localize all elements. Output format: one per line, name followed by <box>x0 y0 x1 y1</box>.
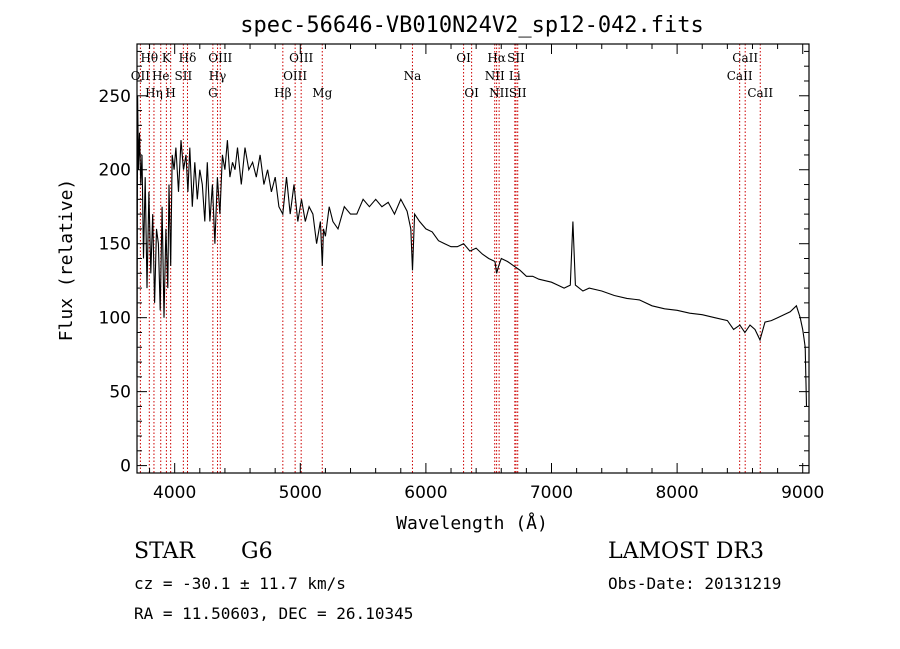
line-label: He <box>152 69 170 83</box>
object-class: STAR <box>134 539 195 564</box>
line-label: Hα <box>487 51 506 65</box>
spectrum-line <box>136 95 808 407</box>
line-label: Hη <box>145 86 163 100</box>
line-labels: OII Hθ He Hη K H SII Hδ OIII Hγ G Hβ OIII OIII Mg Na OI O… <box>131 51 774 100</box>
y-axis-ticks: 0 50 100 150 200 250 <box>99 50 809 477</box>
line-label: SII <box>174 69 192 83</box>
line-label: G <box>208 86 218 100</box>
line-markers <box>139 44 761 473</box>
line-label: Li <box>509 69 521 83</box>
line-label: NII <box>489 86 509 100</box>
y-tick-label: 100 <box>99 309 131 329</box>
line-label: K <box>162 51 172 65</box>
obs-date: Obs-Date: 20131219 <box>608 574 782 593</box>
y-tick-label: 0 <box>120 457 131 477</box>
line-label: OIII <box>283 69 307 83</box>
x-tick-label: 9000 <box>781 483 824 503</box>
x-tick-label: 7000 <box>530 483 573 503</box>
line-label: CaII <box>732 51 758 65</box>
redshift-text: cz = -30.1 ± 11.7 km/s <box>134 574 346 593</box>
y-tick-label: 150 <box>99 235 131 255</box>
line-label: Hθ <box>140 51 158 65</box>
object-subclass: G6 <box>241 539 273 564</box>
line-label: CaII <box>727 69 753 83</box>
line-label: Na <box>404 69 422 83</box>
x-axis-ticks: 4000 5000 6000 7000 8000 9000 <box>149 44 824 503</box>
y-tick-label: 50 <box>109 383 131 403</box>
line-label: OII <box>131 69 151 83</box>
line-label: Hβ <box>274 86 291 100</box>
line-label: OIII <box>289 51 313 65</box>
y-axis-label: Flux (relative) <box>56 179 77 342</box>
x-axis-label: Wavelength (Å) <box>396 512 548 534</box>
x-tick-label: 5000 <box>279 483 322 503</box>
chart-title: spec-56646-VB010N24V2_sp12-042.fits <box>240 13 704 38</box>
line-label: SII <box>509 86 527 100</box>
line-label: Hγ <box>209 69 227 83</box>
line-label: NII <box>485 69 505 83</box>
line-label: SII <box>507 51 525 65</box>
coordinates: RA = 11.50603, DEC = 26.10345 <box>134 604 414 623</box>
line-label: H <box>165 86 175 100</box>
x-tick-label: 8000 <box>655 483 698 503</box>
line-label: OI <box>464 86 479 100</box>
y-tick-label: 200 <box>99 161 131 181</box>
y-tick-label: 250 <box>99 87 131 107</box>
x-tick-label: 6000 <box>404 483 447 503</box>
line-label: OI <box>456 51 471 65</box>
x-tick-label: 4000 <box>153 483 196 503</box>
survey-name: LAMOST DR3 <box>608 539 764 564</box>
line-label: Mg <box>312 86 332 100</box>
line-label: Hδ <box>179 51 197 65</box>
line-label: CaII <box>747 86 773 100</box>
line-label: OIII <box>208 51 232 65</box>
plot-frame <box>136 43 810 474</box>
